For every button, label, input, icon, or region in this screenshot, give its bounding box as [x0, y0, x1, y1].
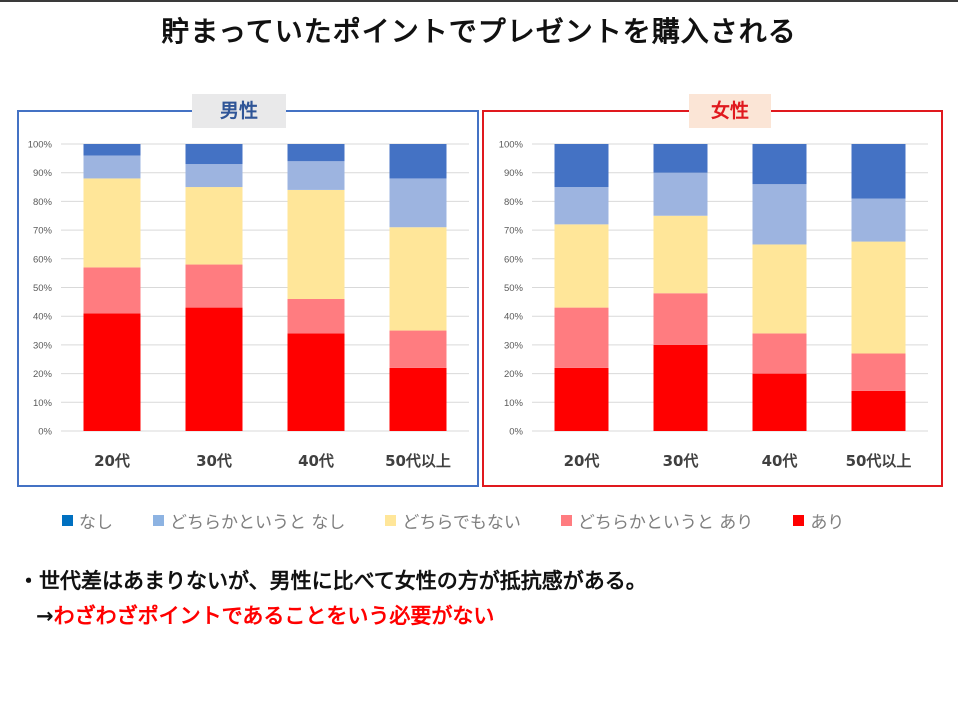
y-tick-label: 80% — [33, 197, 53, 208]
bar-segment-nashi — [554, 144, 609, 188]
male-panel-label: 男性 — [192, 94, 286, 128]
y-tick-label: 30% — [504, 340, 524, 351]
legend-swatch — [385, 514, 397, 526]
bar-segment-dochiraka-ari — [389, 330, 447, 368]
bar-segment-dochiraka-nashi — [653, 172, 708, 216]
bar-segment-dochiraka-ari — [185, 264, 243, 308]
x-category-label: 20代 — [94, 452, 130, 470]
y-tick-label: 30% — [33, 340, 53, 351]
bar-segment-dochira-demo — [185, 187, 243, 265]
bar-segment-nashi — [851, 144, 906, 199]
y-tick-label: 20% — [33, 369, 53, 380]
legend-label: あり — [810, 512, 845, 533]
y-tick-label: 90% — [33, 168, 53, 179]
bar-segment-ari — [653, 344, 708, 431]
bar-segment-dochiraka-ari — [851, 353, 906, 391]
bar-segment-ari — [185, 307, 243, 431]
legend-item-dochiraka-nashi: どちらかというと なし — [153, 508, 345, 533]
legend-label: どちらでもない — [402, 512, 521, 533]
y-tick-label: 10% — [504, 398, 524, 409]
female-stacked-bar-chart: 0% 10% 20% 30% 40% 50% 60% 70% 80% 90% 100% 20代 30代 4… — [499, 140, 928, 470]
legend-item-nashi: なし — [62, 508, 113, 533]
bar-segment-ari — [554, 367, 609, 431]
bar-segment-dochiraka-nashi — [287, 161, 345, 190]
bar-segment-nashi — [287, 144, 345, 162]
chart-legend: なし どちらかというと なし どちらでもない どちらかというと あり あり — [62, 506, 942, 534]
y-tick-label: 50% — [504, 283, 524, 294]
bar-segment-dochira-demo — [389, 227, 447, 331]
legend-item-ari: あり — [793, 508, 844, 533]
bar-segment-dochiraka-nashi — [389, 178, 447, 228]
legend-swatch — [62, 514, 73, 526]
female-chart-panel: 女性 0% 10% 20% 30% 40% 50% 60% 70% 80% 90% 100% 20代 3… — [482, 94, 943, 487]
bar-segment-ari — [83, 313, 141, 431]
y-tick-label: 60% — [33, 254, 53, 265]
legend-item-dochiraka-ari: どちらかというと あり — [560, 508, 754, 533]
y-tick-label: 10% — [33, 398, 53, 409]
y-tick-label: 90% — [504, 168, 524, 179]
female-panel-label: 女性 — [689, 94, 771, 128]
x-category-label: 50代以上 — [846, 452, 912, 470]
bar-segment-dochira-demo — [83, 178, 141, 268]
bar-segment-dochiraka-nashi — [851, 198, 906, 242]
x-category-label: 50代以上 — [385, 452, 451, 470]
bar-segment-dochira-demo — [752, 244, 807, 334]
y-tick-label: 40% — [504, 312, 524, 323]
y-tick-label: 40% — [33, 312, 53, 323]
male-chart-panel: 男性 0% 10% 20% 30% 40% 50% 60% 70% 80% 90% 100% 20代 3… — [17, 94, 479, 487]
y-tick-label: 100% — [499, 140, 524, 151]
bar-segment-ari — [752, 373, 807, 431]
bar-segment-dochiraka-ari — [83, 267, 141, 314]
y-tick-label: 70% — [33, 226, 53, 237]
bar-segment-dochiraka-nashi — [752, 184, 807, 245]
x-category-label: 40代 — [298, 452, 334, 470]
legend-swatch — [793, 514, 805, 526]
legend-label: どちらかというと なし — [170, 512, 346, 533]
finding-note: ・世代差はあまりないが、男性に比べて女性の方が抵抗感がある。 — [18, 569, 647, 593]
arrow-glyph: → — [36, 604, 54, 628]
top-rule — [0, 0, 958, 2]
y-tick-label: 100% — [28, 140, 53, 151]
bar-segment-dochiraka-ari — [653, 293, 708, 345]
y-tick-label: 20% — [504, 369, 524, 380]
bar-segment-dochiraka-nashi — [185, 164, 243, 188]
bar-segment-dochiraka-nashi — [554, 187, 609, 225]
bar-segment-nashi — [389, 144, 447, 179]
x-category-label: 30代 — [663, 452, 699, 470]
bar-segment-nashi — [752, 144, 807, 185]
legend-label: どちらかというと あり — [577, 512, 754, 533]
bar-segment-nashi — [185, 144, 243, 165]
bar-segment-nashi — [653, 144, 708, 173]
bar-segment-ari — [389, 367, 447, 431]
bar-segment-dochira-demo — [554, 224, 609, 308]
bar-segment-dochiraka-nashi — [83, 155, 141, 179]
slide-title: 貯まっていたポイントでプレゼントを購入される — [161, 15, 797, 48]
bar-segment-dochiraka-ari — [554, 307, 609, 368]
bar-segment-dochira-demo — [287, 189, 345, 299]
y-tick-label: 70% — [504, 226, 524, 237]
legend-item-dochira-demo: どちらでもない — [385, 508, 521, 533]
conclusion-highlight: わざわざポイントであることをいう必要がない — [53, 604, 495, 628]
y-tick-label: 80% — [504, 197, 524, 208]
legend-swatch — [153, 514, 164, 526]
x-category-label: 40代 — [762, 452, 798, 470]
y-tick-label: 0% — [38, 427, 52, 438]
bar-segment-dochira-demo — [851, 241, 906, 354]
legend-swatch — [560, 514, 572, 526]
bar-segment-dochiraka-ari — [752, 333, 807, 374]
conclusion-note: →わざわざポイントであることをいう必要がない — [36, 600, 494, 630]
bar-segment-dochiraka-ari — [287, 298, 345, 334]
male-stacked-bar-chart: 0% 10% 20% 30% 40% 50% 60% 70% 80% 90% 100% 20代 30代 4… — [28, 140, 469, 470]
y-tick-label: 0% — [509, 427, 523, 438]
x-category-label: 20代 — [564, 452, 600, 470]
bar-segment-dochira-demo — [653, 215, 708, 294]
legend-label: なし — [79, 512, 113, 533]
y-tick-label: 60% — [504, 254, 524, 265]
y-tick-label: 50% — [33, 283, 53, 294]
bar-segment-ari — [851, 390, 906, 431]
bar-segment-ari — [287, 333, 345, 431]
bar-segment-nashi — [83, 144, 141, 156]
x-category-label: 30代 — [196, 452, 232, 470]
